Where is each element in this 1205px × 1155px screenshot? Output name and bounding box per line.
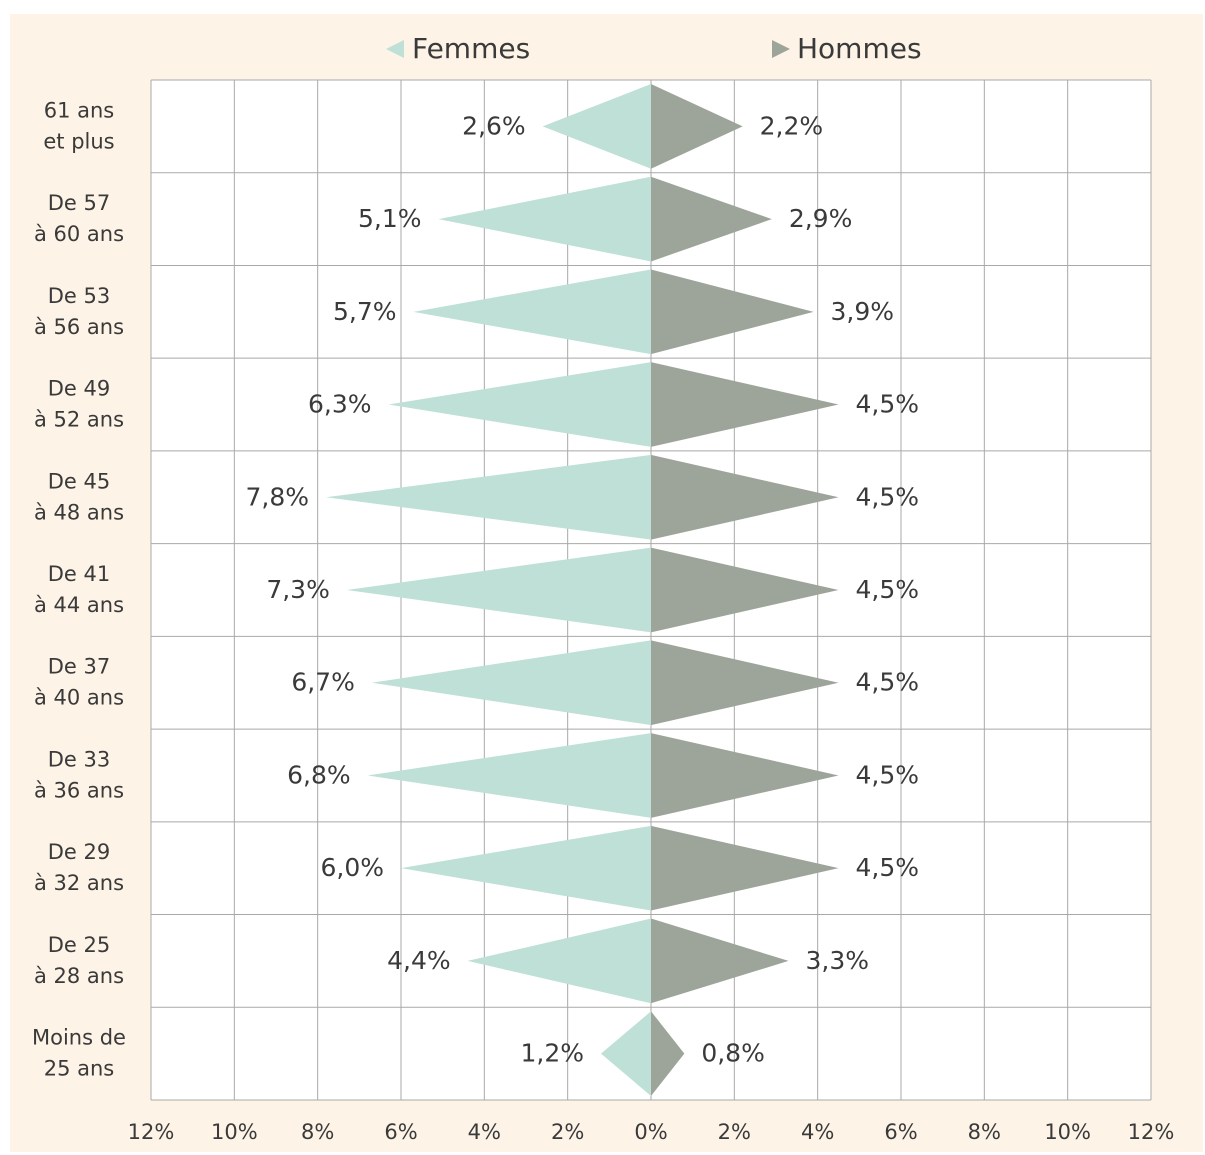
legend-hommes-label: Hommes: [797, 32, 922, 65]
x-tick-label: 4%: [468, 1120, 501, 1144]
category-label-line2: à 52 ans: [34, 408, 124, 432]
category-label-line2: et plus: [43, 129, 114, 153]
right-triangle-icon: [772, 40, 790, 58]
hommes-shape: [651, 176, 772, 262]
hommes-shape: [651, 454, 839, 540]
category-label-line2: à 36 ans: [34, 778, 124, 802]
category-label-line2: à 28 ans: [34, 964, 124, 988]
hommes-value-label: 4,5%: [856, 482, 920, 511]
femmes-value-label: 1,2%: [520, 1039, 584, 1068]
femmes-shape: [438, 176, 651, 262]
femmes-value-label: 5,7%: [333, 297, 397, 326]
x-tick-label: 8%: [301, 1120, 334, 1144]
femmes-shape: [367, 733, 651, 818]
category-label-line1: De 33: [48, 747, 111, 771]
x-tick-label: 10%: [211, 1120, 258, 1144]
femmes-value-label: 5,1%: [358, 204, 422, 233]
hommes-value-label: 3,3%: [806, 946, 870, 975]
category-label-line2: à 40 ans: [34, 686, 124, 710]
category-label-line2: à 48 ans: [34, 500, 124, 524]
x-tick-label: 6%: [384, 1120, 417, 1144]
category-label-line1: De 37: [48, 655, 111, 679]
category-label-line2: 25 ans: [44, 1057, 115, 1081]
hommes-value-label: 4,5%: [856, 668, 920, 697]
femmes-shape: [542, 84, 651, 169]
hommes-shape: [651, 733, 839, 818]
femmes-value-label: 7,8%: [245, 482, 309, 511]
femmes-value-label: 7,3%: [266, 575, 330, 604]
category-label-line1: De 57: [48, 191, 111, 215]
x-tick-label: 12%: [128, 1120, 175, 1144]
hommes-value-label: 2,9%: [789, 204, 853, 233]
category-label-line1: Moins de: [32, 1026, 126, 1050]
femmes-shape: [601, 1011, 651, 1096]
femmes-value-label: 2,6%: [462, 111, 526, 140]
femmes-value-label: 6,7%: [291, 668, 355, 697]
femmes-shape: [326, 454, 651, 540]
hommes-value-label: 4,5%: [856, 575, 920, 604]
hommes-shape: [651, 1011, 685, 1096]
x-tick-label: 6%: [884, 1120, 917, 1144]
hommes-shape: [651, 918, 789, 1004]
femmes-value-label: 6,8%: [287, 760, 351, 789]
femmes-value-label: 4,4%: [387, 946, 451, 975]
x-tick-label: 10%: [1044, 1120, 1091, 1144]
femmes-shape: [388, 362, 651, 447]
x-tick-label: 0%: [634, 1120, 667, 1144]
category-label-line2: à 56 ans: [34, 315, 124, 339]
x-tick-label: 2%: [551, 1120, 584, 1144]
hommes-value-label: 2,2%: [760, 111, 824, 140]
category-label-line2: à 44 ans: [34, 593, 124, 617]
category-label-line1: De 29: [48, 840, 111, 864]
femmes-shape: [467, 918, 651, 1004]
category-label-line1: De 41: [48, 562, 111, 586]
hommes-shape: [651, 547, 839, 633]
hommes-shape: [651, 84, 743, 169]
femmes-value-label: 6,0%: [320, 853, 384, 882]
x-tick-label: 8%: [968, 1120, 1001, 1144]
category-label-line1: De 49: [48, 377, 111, 401]
category-label-line1: 61 ans: [44, 98, 115, 122]
hommes-shape: [651, 269, 814, 355]
hommes-shape: [651, 640, 839, 726]
hommes-shape: [651, 825, 839, 911]
legend-femmes-label: Femmes: [412, 32, 530, 65]
hommes-shape: [651, 362, 839, 447]
left-triangle-icon: [386, 40, 404, 58]
femmes-shape: [346, 547, 651, 633]
x-tick-label: 12%: [1128, 1120, 1175, 1144]
x-tick-label: 2%: [718, 1120, 751, 1144]
hommes-value-label: 4,5%: [856, 390, 920, 419]
category-label-line1: De 53: [48, 284, 111, 308]
hommes-value-label: 4,5%: [856, 760, 920, 789]
category-label-line1: De 25: [48, 933, 111, 957]
femmes-value-label: 6,3%: [308, 390, 372, 419]
femmes-shape: [401, 825, 651, 911]
x-tick-label: 4%: [801, 1120, 834, 1144]
hommes-value-label: 3,9%: [831, 297, 895, 326]
category-label-line2: à 60 ans: [34, 222, 124, 246]
femmes-shape: [371, 640, 651, 726]
hommes-value-label: 4,5%: [856, 853, 920, 882]
femmes-shape: [413, 269, 651, 355]
category-label-line1: De 45: [48, 469, 111, 493]
hommes-value-label: 0,8%: [701, 1039, 765, 1068]
category-label-line2: à 32 ans: [34, 871, 124, 895]
